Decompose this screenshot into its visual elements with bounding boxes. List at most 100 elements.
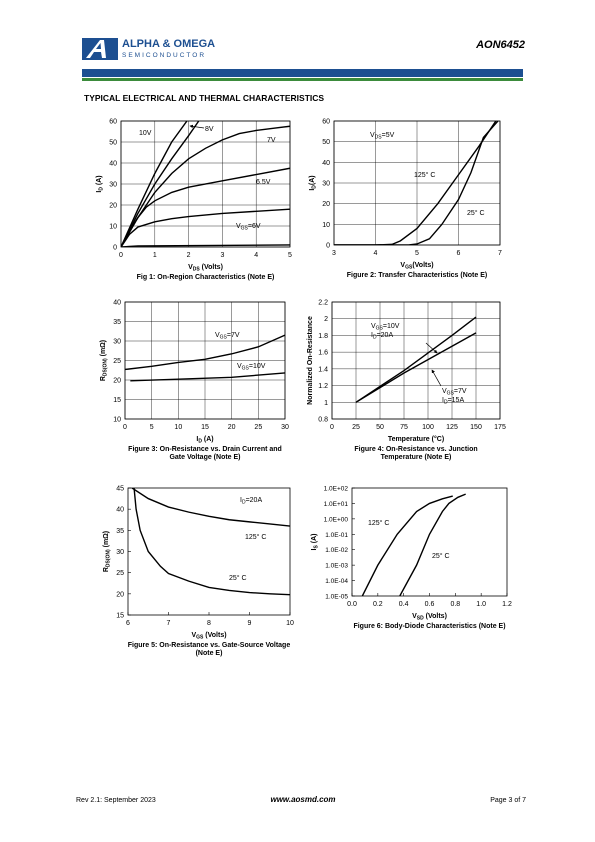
y-tick-label: 0 bbox=[113, 245, 117, 252]
x-tick-label: 3 bbox=[220, 252, 224, 259]
y-tick-label: 1 bbox=[324, 400, 328, 407]
y-tick-label: 1.8 bbox=[318, 333, 328, 340]
text-part: =20A bbox=[377, 332, 394, 339]
y-axis-label: ID(A) bbox=[309, 175, 318, 190]
x-tick-label: 5 bbox=[415, 250, 419, 257]
subscript: D bbox=[312, 185, 318, 189]
x-axis-label: VGS(Volts) bbox=[400, 262, 433, 271]
data-line bbox=[355, 316, 477, 403]
plot-frame bbox=[333, 120, 501, 246]
text-part: Normalized On-Resistance bbox=[307, 316, 314, 405]
y-tick-label: 40 bbox=[109, 161, 117, 168]
subscript: SD bbox=[417, 616, 424, 622]
x-tick-label: 6 bbox=[457, 250, 461, 257]
figure-caption: Figure 4: On-Resistance vs. Junction bbox=[354, 446, 477, 453]
y-axis-label: RDS(ON) (mΩ) bbox=[103, 531, 112, 572]
text-part: (A) bbox=[309, 175, 316, 185]
text-part: V bbox=[400, 262, 405, 269]
text-part: =10V bbox=[383, 323, 400, 330]
figure-caption: Figure 5: On-Resistance vs. Gate-Source … bbox=[128, 642, 291, 649]
y-tick-label: 35 bbox=[113, 319, 121, 326]
x-tick-label: 0 bbox=[330, 424, 334, 431]
series-label: 10V bbox=[139, 130, 152, 137]
y-tick-label: 20 bbox=[113, 378, 121, 385]
footer-page: Page 3 of 7 bbox=[490, 797, 526, 804]
series-label: 125° C bbox=[368, 519, 389, 527]
text-part: 25° C bbox=[229, 574, 247, 582]
x-tick-label: 0.4 bbox=[399, 601, 409, 608]
text-part: (Volts) bbox=[200, 264, 223, 271]
y-tick-label: 0 bbox=[326, 243, 330, 250]
text-part: =10V bbox=[249, 363, 266, 370]
y-axis-label: RDS(ON) (mΩ) bbox=[100, 340, 109, 381]
x-tick-label: 2 bbox=[187, 252, 191, 259]
text-part: V bbox=[215, 332, 220, 339]
series-label: VGS=7V bbox=[442, 388, 467, 397]
x-tick-label: 75 bbox=[400, 424, 408, 431]
x-tick-label: 6 bbox=[126, 620, 130, 627]
series-label: ID=20A bbox=[371, 332, 393, 341]
x-tick-label: 0.6 bbox=[425, 601, 435, 608]
subscript: D bbox=[198, 439, 202, 445]
text-part: =7V bbox=[454, 388, 467, 395]
y-tick-label: 60 bbox=[109, 119, 117, 126]
y-tick-label: 1.0E+01 bbox=[324, 501, 349, 508]
subscript: DS(ON) bbox=[103, 358, 109, 376]
figure-caption: (Note E) bbox=[196, 650, 223, 657]
text-part: I bbox=[96, 191, 103, 193]
text-part: =15A bbox=[448, 397, 465, 404]
text-part: (A) bbox=[202, 436, 214, 443]
data-line bbox=[361, 495, 453, 596]
y-tick-label: 10 bbox=[109, 224, 117, 231]
data-line bbox=[130, 372, 285, 382]
x-tick-label: 20 bbox=[228, 424, 236, 431]
arrow bbox=[189, 124, 205, 129]
subscript: D bbox=[99, 187, 105, 191]
plot-frame bbox=[127, 487, 291, 616]
x-tick-label: 9 bbox=[248, 620, 252, 627]
y-tick-label: 50 bbox=[109, 140, 117, 147]
series-label: VGS=10V bbox=[371, 323, 400, 332]
text-part: 6.5V bbox=[256, 179, 271, 186]
x-tick-label: 0.0 bbox=[347, 601, 357, 608]
plot-frame bbox=[124, 301, 286, 420]
data-line bbox=[399, 493, 466, 596]
y-axis-label: IS (A) bbox=[311, 534, 320, 551]
figure-caption: Fig 1: On-Region Characteristics (Note E… bbox=[137, 274, 275, 281]
subscript: DS bbox=[375, 135, 383, 141]
x-tick-label: 0.8 bbox=[450, 601, 460, 608]
subscript: GS bbox=[447, 391, 455, 397]
y-tick-label: 25 bbox=[113, 358, 121, 365]
text-part: R bbox=[100, 376, 107, 381]
x-tick-label: 30 bbox=[281, 424, 289, 431]
text-part: V bbox=[237, 363, 242, 370]
text-part: =20A bbox=[246, 497, 263, 504]
text-part: 25° C bbox=[432, 552, 450, 560]
y-tick-label: 50 bbox=[322, 139, 330, 146]
x-axis-label: VDS (Volts) bbox=[188, 264, 223, 273]
y-tick-label: 30 bbox=[322, 181, 330, 188]
data-line bbox=[121, 244, 290, 247]
x-axis-label: VGS (Volts) bbox=[191, 632, 226, 641]
series-label: VGS=6V bbox=[236, 223, 261, 232]
plot-frame bbox=[351, 487, 508, 597]
y-tick-label: 25 bbox=[116, 570, 124, 577]
subscript: GS bbox=[242, 366, 250, 372]
y-tick-label: 30 bbox=[109, 182, 117, 189]
text-part: (A) bbox=[96, 175, 103, 187]
series-label: 125° C bbox=[245, 533, 266, 541]
header-band bbox=[82, 69, 523, 77]
plot-frame bbox=[331, 301, 501, 420]
text-part: V bbox=[236, 223, 241, 230]
text-part: 25° C bbox=[467, 209, 485, 217]
arrow bbox=[425, 342, 438, 354]
series-label: 25° C bbox=[229, 574, 247, 582]
x-tick-label: 8 bbox=[207, 620, 211, 627]
x-tick-label: 4 bbox=[254, 252, 258, 259]
x-tick-label: 0.2 bbox=[373, 601, 383, 608]
text-part: V bbox=[370, 132, 375, 139]
part-number: AON6452 bbox=[475, 39, 525, 51]
company-name: ALPHA & OMEGA bbox=[122, 38, 215, 50]
data-line bbox=[121, 208, 290, 247]
